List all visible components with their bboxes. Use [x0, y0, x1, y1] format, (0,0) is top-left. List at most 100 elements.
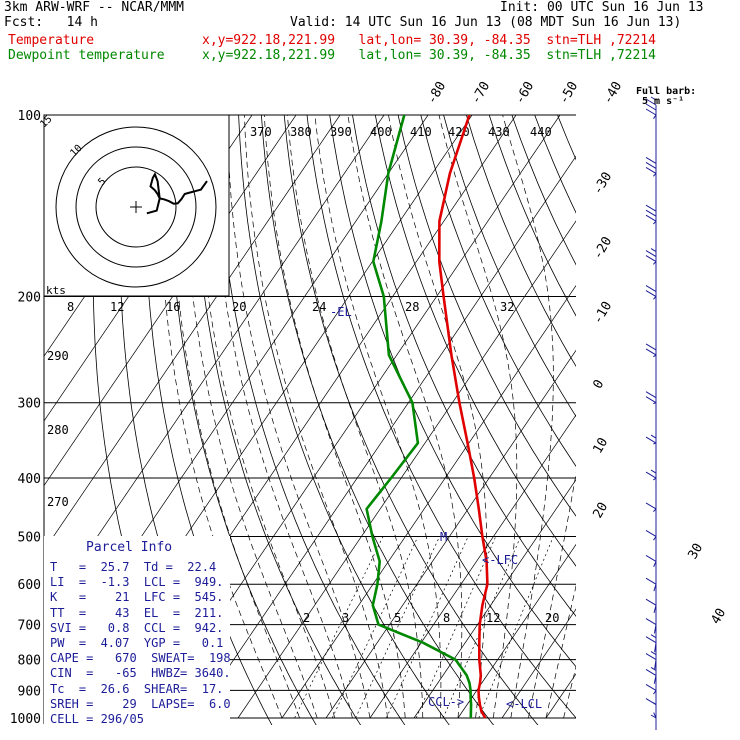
wind-barb-750 [645, 634, 657, 653]
wind-barb-flag-200-1 [645, 285, 657, 292]
theta-e-label-380: 380 [290, 125, 312, 139]
hodograph-ring-1 [95, 166, 177, 248]
isotherm-label--20: -20 [590, 234, 615, 262]
wind-barb-350 [645, 434, 657, 445]
mixing-ratio-1 [294, 536, 384, 719]
hodograph-axis-label-28: 28 [405, 300, 419, 314]
wind-barb-flag-125-0 [645, 167, 657, 174]
wind-barb-half-800 [650, 651, 657, 655]
pressure-label-800: 800 [18, 654, 41, 669]
wind-barb-flag-550-0 [645, 555, 657, 562]
moist-adiabat--4 [211, 115, 353, 719]
wind-barb-950 [645, 698, 657, 705]
isotherm-label-10: 10 [590, 435, 611, 456]
dry-adiabat-470 [649, 115, 740, 731]
wind-barb-1000 [650, 712, 657, 719]
hodograph-axis-label-20: 20 [232, 300, 246, 314]
wind-barb-flag-300-1 [645, 391, 657, 399]
wind-barb-half-400 [650, 469, 657, 474]
wind-barb-175 [645, 248, 657, 265]
wind-barb-flag-250-0 [645, 348, 657, 356]
isotherm-label-20: 20 [590, 500, 611, 521]
theta-label-280: 280 [47, 423, 69, 437]
level-annotations: -EL <-LFC <-LCL CCL-> M [330, 305, 542, 711]
isotherm--30 [237, 220, 576, 719]
wind-barb-shaft-450 [653, 508, 657, 513]
el-annotation: -EL [330, 305, 352, 319]
wind-barb-flag-900-0 [645, 683, 657, 691]
isotherm-10 [413, 479, 576, 719]
theta-e-label-390: 390 [330, 125, 352, 139]
wind-barb-850 [645, 667, 657, 684]
wind-barb-450 [645, 502, 657, 513]
m-annotation: M [440, 530, 447, 544]
wind-barb-shaft-125 [653, 173, 657, 177]
wind-barb-flag-850-0 [645, 669, 657, 676]
dry-adiabat-420 [534, 115, 576, 214]
wind-barb-shaft-850 [653, 675, 657, 684]
dry-adiabat-290 [238, 115, 450, 725]
parcel-info-row: TT = 43 EL = 211. [50, 605, 224, 620]
dry-adiabat-440 [580, 115, 740, 731]
pressure-label-500: 500 [18, 530, 41, 545]
temperature-legend: Temperature [8, 33, 95, 48]
isotherm-label--10: -10 [590, 299, 615, 327]
parcel-info-row: LI = -1.3 LCL = 949. [50, 575, 224, 590]
pressure-label-200: 200 [18, 291, 41, 306]
wind-barb-flag-100-1 [645, 103, 657, 111]
isotherm--40 [193, 155, 576, 719]
wind-barb-550 [645, 555, 657, 568]
init-time: Init: 00 UTC Sun 16 Jun 13 [500, 0, 704, 15]
wind-barb-flag-300-0 [645, 396, 657, 404]
mixing-ratio-label-3: 3 [342, 611, 349, 625]
moist-adiabat-44 [563, 665, 576, 719]
dry-adiabat-280 [215, 115, 406, 725]
wind-barb-flag-450-0 [645, 502, 657, 510]
valid-time: Valid: 14 UTC Sun 16 Jun 13 (08 MDT Sun … [290, 15, 682, 30]
dry-adiabat-450 [603, 115, 740, 731]
wind-barb-150 [645, 204, 657, 225]
wind-barb-shaft-150 [653, 220, 657, 225]
wind-barb-half-350 [650, 434, 657, 439]
wind-barb-shaft-500 [653, 536, 657, 541]
pressure-label-300: 300 [18, 397, 41, 412]
barb-note-2: 5 m s⁻¹ [642, 96, 684, 107]
isotherm-label-40: 40 [708, 606, 729, 627]
lfc-annotation: <-LFC [482, 553, 518, 567]
dry-adiabat-410 [511, 115, 576, 266]
dry-adiabat-390 [466, 115, 576, 367]
mixing-ratio-8 [415, 536, 497, 719]
parcel-info-title: Parcel Info [86, 540, 173, 555]
parcel-info-panel: Parcel Info T = 25.7 Td = 22.4 LI = -1.3 … [44, 536, 231, 726]
pressure-label-100: 100 [18, 109, 41, 124]
temperature-location: x,y=922.18,221.99 lat,lon= 30.39, -84.35… [202, 33, 656, 48]
isotherm-label--50: -50 [557, 79, 582, 107]
wind-barb-650 [645, 598, 657, 613]
moist-adiabat--12 [184, 115, 318, 719]
theta-e-label-400: 400 [370, 125, 392, 139]
wind-barb-125 [645, 157, 657, 177]
dry-adiabat-360 [397, 115, 576, 517]
moist-adiabat-40 [545, 584, 576, 719]
wind-barb-flag-500-0 [645, 530, 657, 537]
wind-barb-flag-100-2 [645, 98, 657, 106]
wind-barb-flag-350-0 [645, 436, 657, 444]
dry-adiabat-310 [283, 115, 539, 725]
wind-barb-shaft-1000 [653, 712, 657, 719]
moist-adiabat--8 [197, 115, 336, 719]
parcel-info-row: T = 25.7 Td = 22.4 [50, 560, 217, 574]
hodograph-trace [146, 171, 208, 215]
isotherm-30 [501, 608, 576, 719]
wind-barb-shaft-750 [654, 642, 657, 653]
sounding-profiles [365, 115, 489, 719]
isotherm--100 [44, 115, 341, 551]
wind-barb-flag-650-0 [645, 598, 657, 606]
wind-barb-flag-100-0 [645, 108, 657, 116]
parcel-info-row: K = 21 LFC = 545. [50, 590, 224, 605]
model-title: 3km ARW-WRF -- NCAR/MMM [4, 0, 185, 15]
theta-e-label-440: 440 [530, 125, 552, 139]
mixing-ratio-lines [294, 536, 554, 719]
wind-barb-flag-125-1 [645, 162, 657, 169]
wind-barb-700 [645, 618, 657, 634]
dry-adiabat-350 [374, 115, 576, 567]
